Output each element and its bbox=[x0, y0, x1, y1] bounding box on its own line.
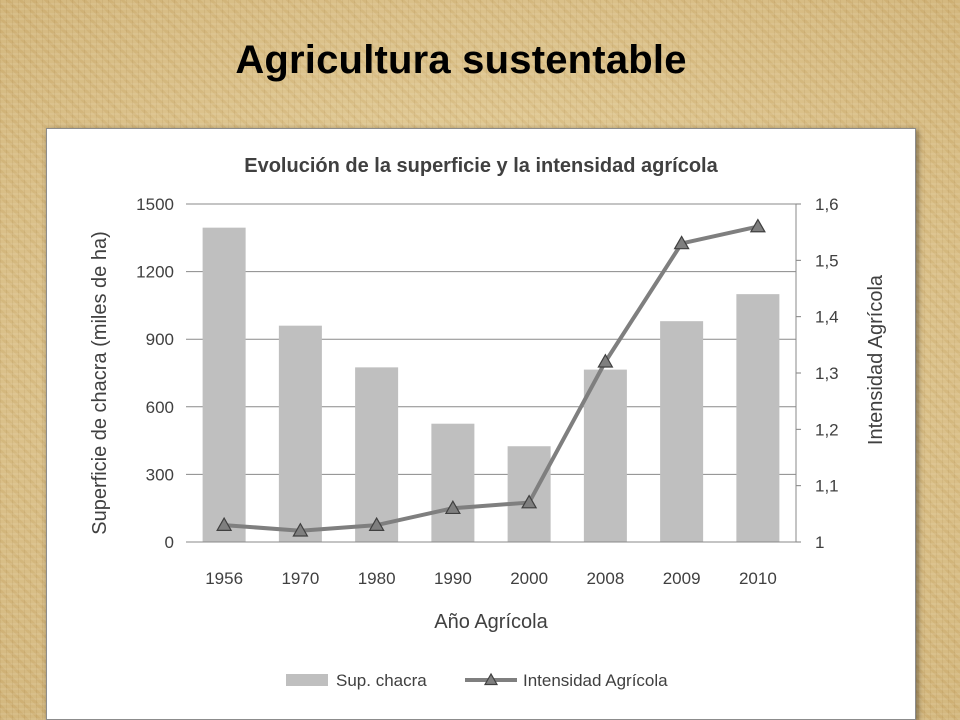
y2-tick-label: 1,5 bbox=[815, 251, 839, 270]
y-tick-label: 1500 bbox=[136, 195, 174, 214]
bar-series bbox=[202, 227, 780, 542]
chart-frame: Evolución de la superficie y la intensid… bbox=[46, 128, 916, 720]
y-tick-label: 300 bbox=[146, 465, 174, 484]
legend-label-line: Intensidad Agrícola bbox=[523, 671, 668, 690]
line-path bbox=[223, 224, 759, 533]
bar bbox=[355, 367, 399, 542]
axis-labels: 0 300 600 900 1200 1500 1 1,1 1,2 1,3 1,4 1,5 1,6 195… bbox=[89, 195, 887, 633]
bar bbox=[583, 369, 627, 542]
line-marker bbox=[673, 235, 690, 250]
bar bbox=[507, 446, 551, 542]
x-tick-label: 2000 bbox=[510, 569, 548, 588]
legend-swatch-bar bbox=[286, 674, 328, 686]
legend-marker bbox=[483, 672, 499, 686]
y-tick-label: 600 bbox=[146, 398, 174, 417]
x-tick-label: 1990 bbox=[434, 569, 472, 588]
y2-tick-label: 1,4 bbox=[815, 308, 839, 327]
bar bbox=[278, 325, 322, 542]
combo-chart: Evolución de la superficie y la intensid… bbox=[89, 155, 887, 690]
x-axis-title: Año Agrícola bbox=[434, 611, 548, 633]
slide-title: Agricultura sustentable bbox=[235, 38, 687, 82]
y-tick-label: 900 bbox=[146, 330, 174, 349]
chart-title: Evolución de la superficie y la intensid… bbox=[244, 155, 718, 177]
x-tick-label: 2009 bbox=[663, 569, 701, 588]
line-marker bbox=[216, 516, 233, 531]
x-tick-label: 1956 bbox=[205, 569, 243, 588]
x-tick-label: 2010 bbox=[739, 569, 777, 588]
bar bbox=[431, 423, 475, 542]
line-marker bbox=[292, 522, 309, 537]
line-marker bbox=[749, 218, 766, 233]
y2-axis-title: Intensidad Agrícola bbox=[865, 274, 887, 445]
y2-tick-label: 1,1 bbox=[815, 477, 839, 496]
x-tick-label: 1980 bbox=[358, 569, 396, 588]
x-tick-label: 2008 bbox=[586, 569, 624, 588]
line-marker bbox=[521, 494, 538, 509]
x-tick-label: 1970 bbox=[281, 569, 319, 588]
bar bbox=[660, 321, 704, 542]
line-marker bbox=[597, 353, 614, 368]
line-marker bbox=[368, 516, 385, 531]
y2-tick-label: 1,6 bbox=[815, 195, 839, 214]
y2-tick-label: 1,2 bbox=[815, 420, 839, 439]
y2-tick-label: 1 bbox=[815, 533, 824, 552]
line-series bbox=[216, 218, 766, 537]
y-axis-title: Superficie de chacra (miles de ha) bbox=[89, 231, 111, 534]
y2-tick-label: 1,3 bbox=[815, 364, 839, 383]
y-tick-label: 0 bbox=[165, 533, 174, 552]
legend-label-bar: Sup. chacra bbox=[336, 671, 427, 690]
bar bbox=[736, 294, 780, 542]
legend: Sup. chacra Intensidad Agrícola bbox=[286, 671, 668, 690]
axes bbox=[186, 203, 801, 543]
gridlines bbox=[186, 203, 796, 475]
bar bbox=[202, 227, 246, 542]
line-marker bbox=[444, 499, 461, 515]
y-tick-label: 1200 bbox=[136, 263, 174, 282]
